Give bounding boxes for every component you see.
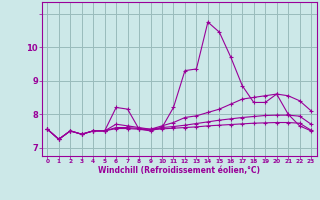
X-axis label: Windchill (Refroidissement éolien,°C): Windchill (Refroidissement éolien,°C)	[98, 166, 260, 175]
